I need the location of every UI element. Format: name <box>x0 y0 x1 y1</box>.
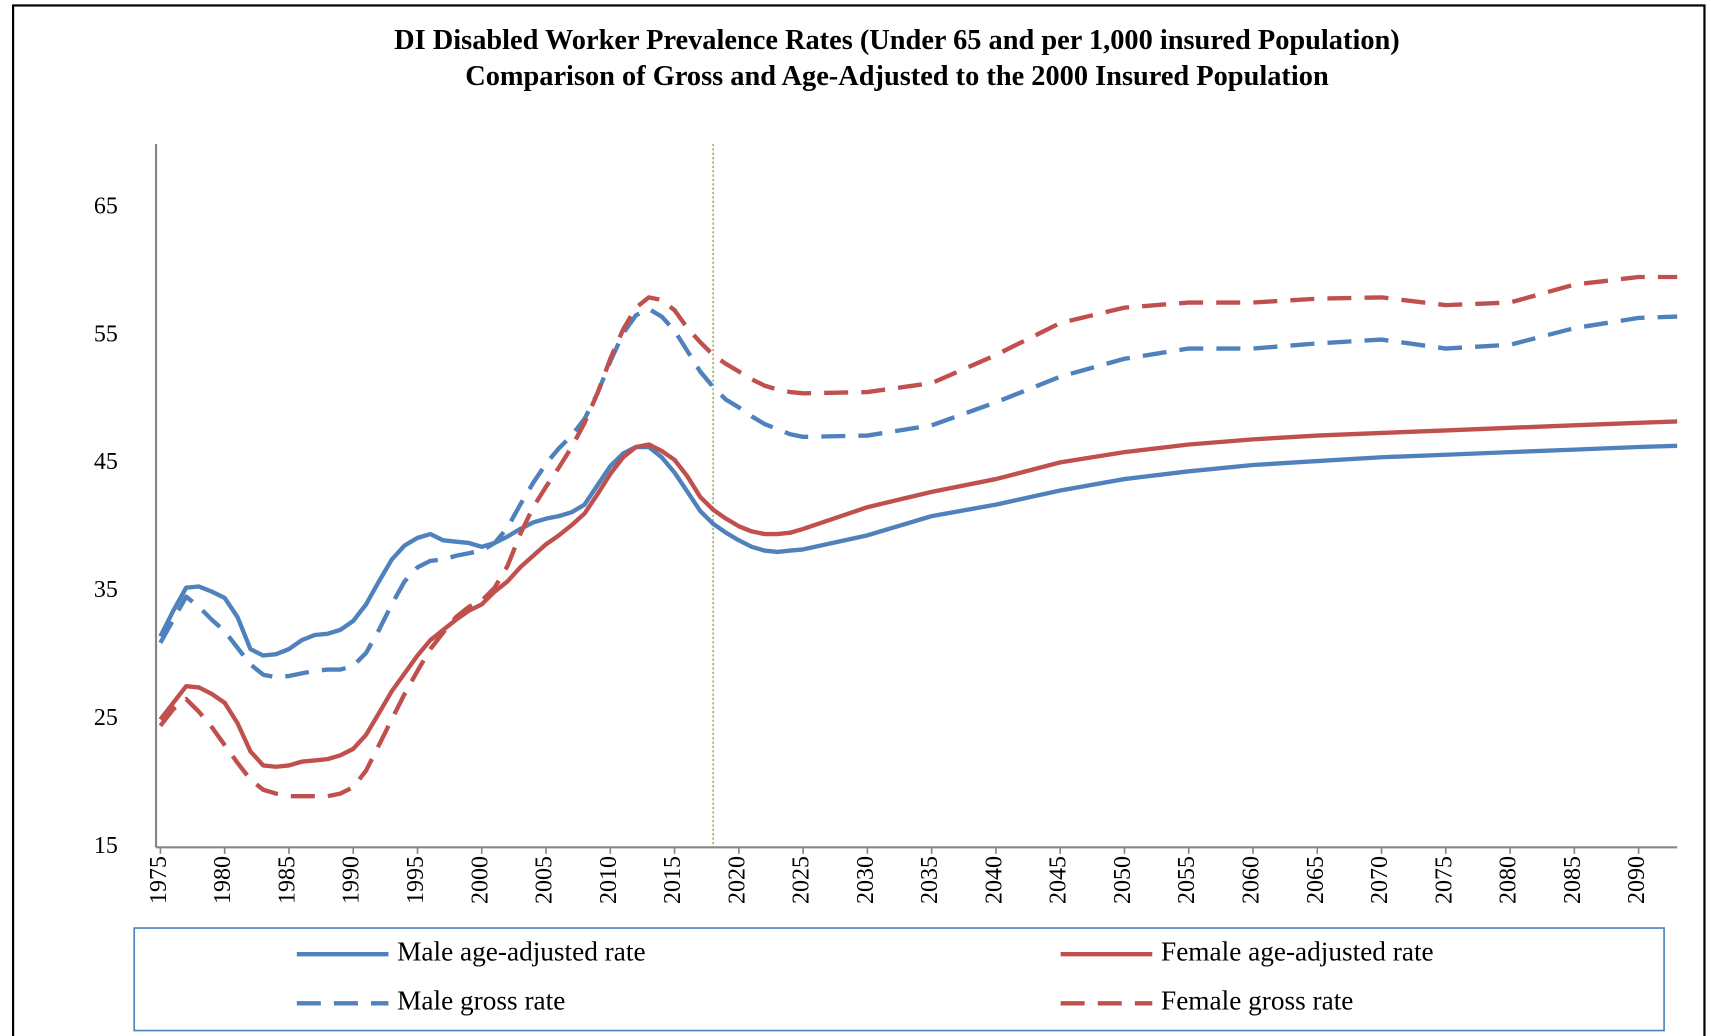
x-tick-label: 2025 <box>789 856 815 904</box>
series-line <box>158 419 1678 769</box>
x-tick-label: 2010 <box>596 856 622 904</box>
y-tick-label: 55 <box>94 321 118 347</box>
legend-label: Female gross rate <box>1161 986 1353 1016</box>
x-tick-label: 2065 <box>1303 856 1329 904</box>
series-line <box>158 274 1678 799</box>
x-tick-label: 2090 <box>1624 856 1650 904</box>
x-tick-label: 2000 <box>467 856 493 904</box>
x-tick-label: 2040 <box>981 856 1007 904</box>
x-tick-label: 2030 <box>853 856 879 904</box>
y-tick-label: 15 <box>94 833 118 859</box>
x-tick-label: 2055 <box>1174 856 1200 904</box>
chart-title: DI Disabled Worker Prevalence Rates (Und… <box>394 25 1400 56</box>
x-tick-label: 2080 <box>1496 856 1522 904</box>
x-tick-label: 2060 <box>1238 856 1264 904</box>
frame <box>12 4 1706 1036</box>
x-tick-label: 2050 <box>1110 856 1136 904</box>
x-tick-label: 2075 <box>1431 856 1457 904</box>
y-tick-label: 25 <box>94 705 118 731</box>
x-tick-label: 2020 <box>724 856 750 904</box>
legend-label: Male age-adjusted rate <box>397 936 645 966</box>
x-tick-label: 1990 <box>339 856 365 904</box>
x-tick-label: 1985 <box>274 856 300 904</box>
x-tick-label: 2005 <box>532 856 558 904</box>
legend-box <box>133 927 1665 1032</box>
x-tick-label: 2070 <box>1367 856 1393 904</box>
x-tick-label: 1975 <box>146 856 172 904</box>
series-line <box>158 306 1678 680</box>
y-tick-label: 35 <box>94 577 118 603</box>
series-line <box>158 443 1678 658</box>
chart-subtitle: Comparison of Gross and Age-Adjusted to … <box>465 61 1329 92</box>
legend-label: Male gross rate <box>397 986 565 1016</box>
x-tick-label: 2085 <box>1560 856 1586 904</box>
x-tick-label: 2035 <box>917 856 943 904</box>
y-tick-label: 45 <box>94 449 118 475</box>
x-tick-label: 1980 <box>210 856 236 904</box>
legend-label: Female age-adjusted rate <box>1161 936 1434 966</box>
y-tick-label: 65 <box>94 193 118 219</box>
x-tick-label: 2045 <box>1046 856 1072 904</box>
x-tick-label: 1995 <box>403 856 429 904</box>
x-tick-label: 2015 <box>660 856 686 904</box>
